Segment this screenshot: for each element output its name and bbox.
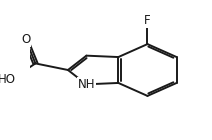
Text: NH: NH (78, 78, 95, 91)
Text: HO: HO (0, 73, 16, 86)
Text: O: O (21, 33, 31, 46)
Text: F: F (144, 14, 151, 27)
